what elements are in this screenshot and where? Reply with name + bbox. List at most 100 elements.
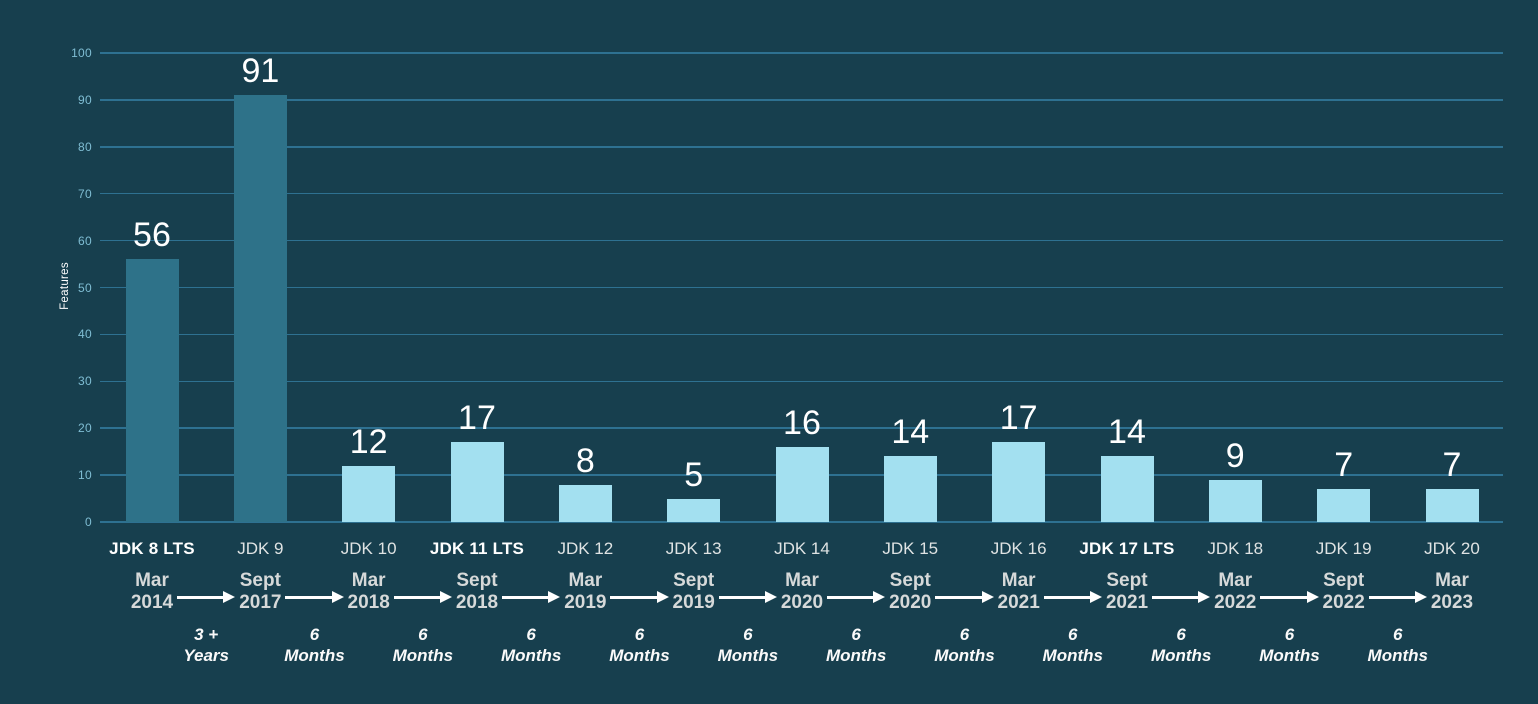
release-date-label: Sept 2022 xyxy=(1322,570,1365,613)
category-label-jdk-13: JDK 13 xyxy=(665,539,722,558)
gridline xyxy=(100,99,1503,101)
y-tick-label: 90 xyxy=(78,92,92,107)
bar-value-label: 7 xyxy=(1334,446,1354,485)
interval-label: 6 Months xyxy=(717,625,779,665)
arrow-line xyxy=(1368,596,1417,599)
release-date-label: Sept 2018 xyxy=(455,570,499,613)
arrow-right-icon xyxy=(285,591,344,604)
arrow-right-icon xyxy=(610,591,669,604)
y-tick-label: 70 xyxy=(78,186,92,201)
bar-jdk-19 xyxy=(1317,489,1371,522)
interval-label: 6 Months xyxy=(1150,625,1212,665)
bar-jdk-20 xyxy=(1425,489,1479,522)
arrow-line xyxy=(1260,596,1309,599)
bar-value-label: 5 xyxy=(684,455,704,494)
bar-jdk-8-lts xyxy=(125,259,179,522)
arrow-right-icon xyxy=(393,591,452,604)
category-label-jdk-20: JDK 20 xyxy=(1424,539,1480,558)
bar-value-label: 17 xyxy=(999,399,1038,438)
bar-value-label: 16 xyxy=(783,404,821,442)
release-date-label: Sept 2021 xyxy=(1105,570,1149,613)
interval-label: 6 Months xyxy=(284,625,345,665)
arrow-head xyxy=(1414,591,1427,603)
bar-value-label: 7 xyxy=(1442,446,1462,485)
arrow-right-icon xyxy=(935,591,994,604)
bar-jdk-16 xyxy=(992,442,1046,522)
arrow-line xyxy=(1043,596,1092,599)
arrow-line xyxy=(502,596,551,599)
release-date-label: Mar 2022 xyxy=(1214,570,1257,613)
gridline xyxy=(100,146,1503,148)
bar-value-label: 91 xyxy=(241,52,280,91)
category-label-jdk-17-lts: JDK 17 LTS xyxy=(1079,539,1175,558)
bar-value-label: 8 xyxy=(575,441,595,480)
category-label-jdk-15: JDK 15 xyxy=(882,539,939,558)
arrow-head xyxy=(223,591,236,603)
category-label-jdk-8-lts: JDK 8 LTS xyxy=(109,539,195,558)
category-label-jdk-16: JDK 16 xyxy=(990,539,1047,558)
bar-value-label: 56 xyxy=(133,216,171,255)
interval-label: 6 Months xyxy=(500,625,562,665)
interval-label: 6 Months xyxy=(1259,625,1320,665)
bar-value-label: 14 xyxy=(1108,413,1146,452)
gridline xyxy=(100,52,1503,54)
release-date-label: Sept 2017 xyxy=(239,570,282,613)
arrow-right-icon xyxy=(718,591,777,604)
gridline xyxy=(100,286,1503,289)
arrow-line xyxy=(827,596,876,599)
interval-label: 6 Months xyxy=(392,625,454,665)
y-tick-label: 100 xyxy=(71,46,92,60)
release-date-label: Mar 2021 xyxy=(997,570,1040,613)
y-tick-label: 50 xyxy=(78,280,92,295)
bar-jdk-14 xyxy=(775,447,829,522)
y-tick-label: 60 xyxy=(78,233,92,248)
bar-value-label: 12 xyxy=(349,422,388,461)
gridline xyxy=(100,192,1503,195)
arrow-head xyxy=(764,591,777,603)
arrow-line xyxy=(610,596,659,599)
arrow-right-icon xyxy=(1152,591,1211,604)
interval-label: 6 Months xyxy=(1367,625,1428,665)
release-date-label: Sept 2020 xyxy=(889,570,932,613)
y-tick-label: 20 xyxy=(78,421,92,436)
arrow-head xyxy=(1306,591,1319,603)
arrow-line xyxy=(1152,596,1201,599)
release-date-label: Mar 2014 xyxy=(130,570,174,613)
interval-label: 3 + Years xyxy=(183,625,229,665)
arrow-right-icon xyxy=(502,591,561,604)
interval-label: 6 Months xyxy=(1042,625,1103,665)
bar-value-label: 17 xyxy=(458,399,496,438)
y-tick-label: 10 xyxy=(78,468,92,483)
bar-value-label: 9 xyxy=(1225,436,1245,475)
interval-label: 6 Months xyxy=(609,625,670,665)
y-tick-label: 0 xyxy=(85,515,92,529)
arrow-head xyxy=(656,591,669,603)
arrow-right-icon xyxy=(1368,591,1427,604)
arrow-head xyxy=(439,591,452,603)
bar-jdk-13 xyxy=(667,498,721,523)
arrow-line xyxy=(177,596,226,599)
y-tick-label: 80 xyxy=(78,139,92,154)
gridline xyxy=(100,380,1503,382)
bar-jdk-15 xyxy=(883,456,937,522)
category-label-jdk-11-lts: JDK 11 LTS xyxy=(429,539,525,558)
bar-jdk-12 xyxy=(558,484,612,522)
arrow-right-icon xyxy=(1043,591,1102,604)
release-date-label: Mar 2023 xyxy=(1430,570,1474,613)
arrow-line xyxy=(285,596,334,599)
bar-jdk-10 xyxy=(342,465,396,522)
arrow-right-icon xyxy=(827,591,886,604)
gridline xyxy=(100,427,1503,429)
arrow-line xyxy=(935,596,984,599)
category-label-jdk-14: JDK 14 xyxy=(774,539,830,558)
release-date-label: Mar 2018 xyxy=(347,570,390,613)
bar-value-label: 14 xyxy=(891,413,930,452)
gridline xyxy=(100,239,1503,242)
release-date-label: Mar 2020 xyxy=(780,570,824,613)
gridline xyxy=(100,521,1503,523)
interval-label: 6 Months xyxy=(934,625,995,665)
category-label-jdk-19: JDK 19 xyxy=(1315,539,1372,558)
arrow-head xyxy=(873,591,886,603)
y-tick-label: 40 xyxy=(78,327,92,342)
